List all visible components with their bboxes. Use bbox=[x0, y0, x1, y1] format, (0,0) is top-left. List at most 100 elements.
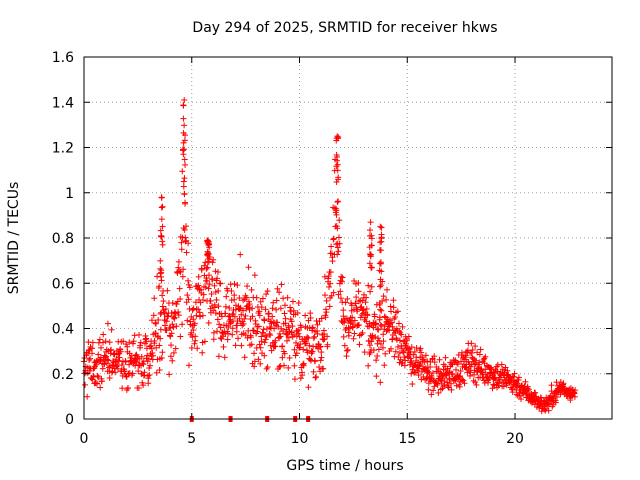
data-point bbox=[152, 320, 159, 327]
data-point bbox=[338, 273, 345, 280]
data-point bbox=[279, 343, 286, 350]
data-point bbox=[277, 333, 284, 340]
data-point bbox=[300, 360, 307, 367]
data-point bbox=[344, 295, 351, 302]
data-point bbox=[241, 354, 248, 361]
data-point bbox=[201, 338, 208, 345]
data-point bbox=[509, 389, 516, 396]
data-point bbox=[334, 251, 341, 258]
data-point bbox=[299, 361, 306, 368]
data-point bbox=[375, 346, 382, 353]
data-point bbox=[422, 352, 429, 359]
data-point bbox=[447, 380, 454, 387]
data-point bbox=[355, 279, 362, 286]
data-point bbox=[157, 227, 164, 234]
data-point bbox=[314, 330, 321, 337]
data-point bbox=[377, 247, 384, 254]
data-point bbox=[231, 313, 238, 320]
data-point bbox=[282, 315, 289, 322]
data-point bbox=[182, 161, 189, 168]
data-point bbox=[167, 324, 174, 331]
data-point bbox=[334, 199, 341, 206]
data-point bbox=[291, 376, 298, 383]
data-point bbox=[295, 300, 302, 307]
y-tick-label: 1.6 bbox=[52, 50, 74, 66]
data-point bbox=[460, 377, 467, 384]
data-point bbox=[256, 312, 263, 319]
data-point bbox=[377, 306, 384, 313]
data-point bbox=[95, 374, 102, 381]
data-point bbox=[157, 335, 164, 342]
data-point bbox=[340, 333, 347, 340]
data-point bbox=[307, 314, 314, 321]
data-point bbox=[98, 344, 105, 351]
data-point bbox=[148, 345, 155, 352]
data-point bbox=[368, 242, 375, 249]
data-point bbox=[106, 339, 113, 346]
data-point bbox=[448, 386, 455, 393]
data-point bbox=[205, 255, 212, 262]
data-point bbox=[393, 336, 400, 343]
data-point bbox=[321, 273, 328, 280]
data-point bbox=[214, 328, 221, 335]
data-point bbox=[317, 343, 324, 350]
data-point bbox=[330, 289, 337, 296]
data-point bbox=[355, 288, 362, 295]
data-point bbox=[318, 354, 325, 361]
data-point bbox=[372, 333, 379, 340]
data-point bbox=[240, 307, 247, 314]
data-point bbox=[268, 347, 275, 354]
data-point bbox=[158, 309, 165, 316]
data-point bbox=[180, 115, 187, 122]
data-point bbox=[236, 305, 243, 312]
data-point bbox=[218, 335, 225, 342]
data-point bbox=[335, 234, 342, 241]
data-point bbox=[264, 364, 271, 371]
data-point bbox=[380, 331, 387, 338]
data-point bbox=[225, 330, 232, 337]
data-point bbox=[172, 345, 179, 352]
data-point bbox=[413, 354, 420, 361]
data-point bbox=[376, 260, 383, 267]
data-point bbox=[257, 360, 264, 367]
data-point bbox=[377, 223, 384, 230]
data-point bbox=[341, 342, 348, 349]
data-point bbox=[248, 341, 255, 348]
data-point bbox=[435, 389, 442, 396]
data-point bbox=[145, 375, 152, 382]
data-point bbox=[318, 349, 325, 356]
data-point bbox=[98, 378, 105, 385]
data-point bbox=[202, 284, 209, 291]
y-tick-label: 0.6 bbox=[52, 276, 74, 292]
data-point bbox=[193, 283, 200, 290]
data-point bbox=[270, 299, 277, 306]
data-point bbox=[297, 375, 304, 382]
data-point bbox=[368, 283, 375, 290]
data-point bbox=[204, 251, 211, 258]
data-point bbox=[186, 284, 193, 291]
data-point bbox=[180, 102, 187, 109]
data-point bbox=[522, 378, 529, 385]
data-point bbox=[86, 356, 93, 363]
data-point bbox=[238, 311, 245, 318]
tick-marks bbox=[83, 56, 612, 420]
data-point bbox=[209, 276, 216, 283]
data-point bbox=[159, 292, 166, 299]
data-point bbox=[312, 358, 319, 365]
data-point bbox=[342, 299, 349, 306]
data-point bbox=[281, 362, 288, 369]
data-point bbox=[180, 183, 187, 190]
data-point bbox=[330, 236, 337, 243]
data-point bbox=[181, 156, 188, 163]
data-point bbox=[186, 362, 193, 369]
data-point bbox=[226, 305, 233, 312]
data-point bbox=[337, 288, 344, 295]
data-point bbox=[201, 262, 208, 269]
x-tick-label: 5 bbox=[187, 431, 196, 447]
data-point bbox=[310, 335, 317, 342]
data-point bbox=[343, 353, 350, 360]
data-point bbox=[161, 310, 168, 317]
data-point bbox=[538, 394, 545, 401]
data-point bbox=[218, 313, 225, 320]
data-point bbox=[146, 372, 153, 379]
